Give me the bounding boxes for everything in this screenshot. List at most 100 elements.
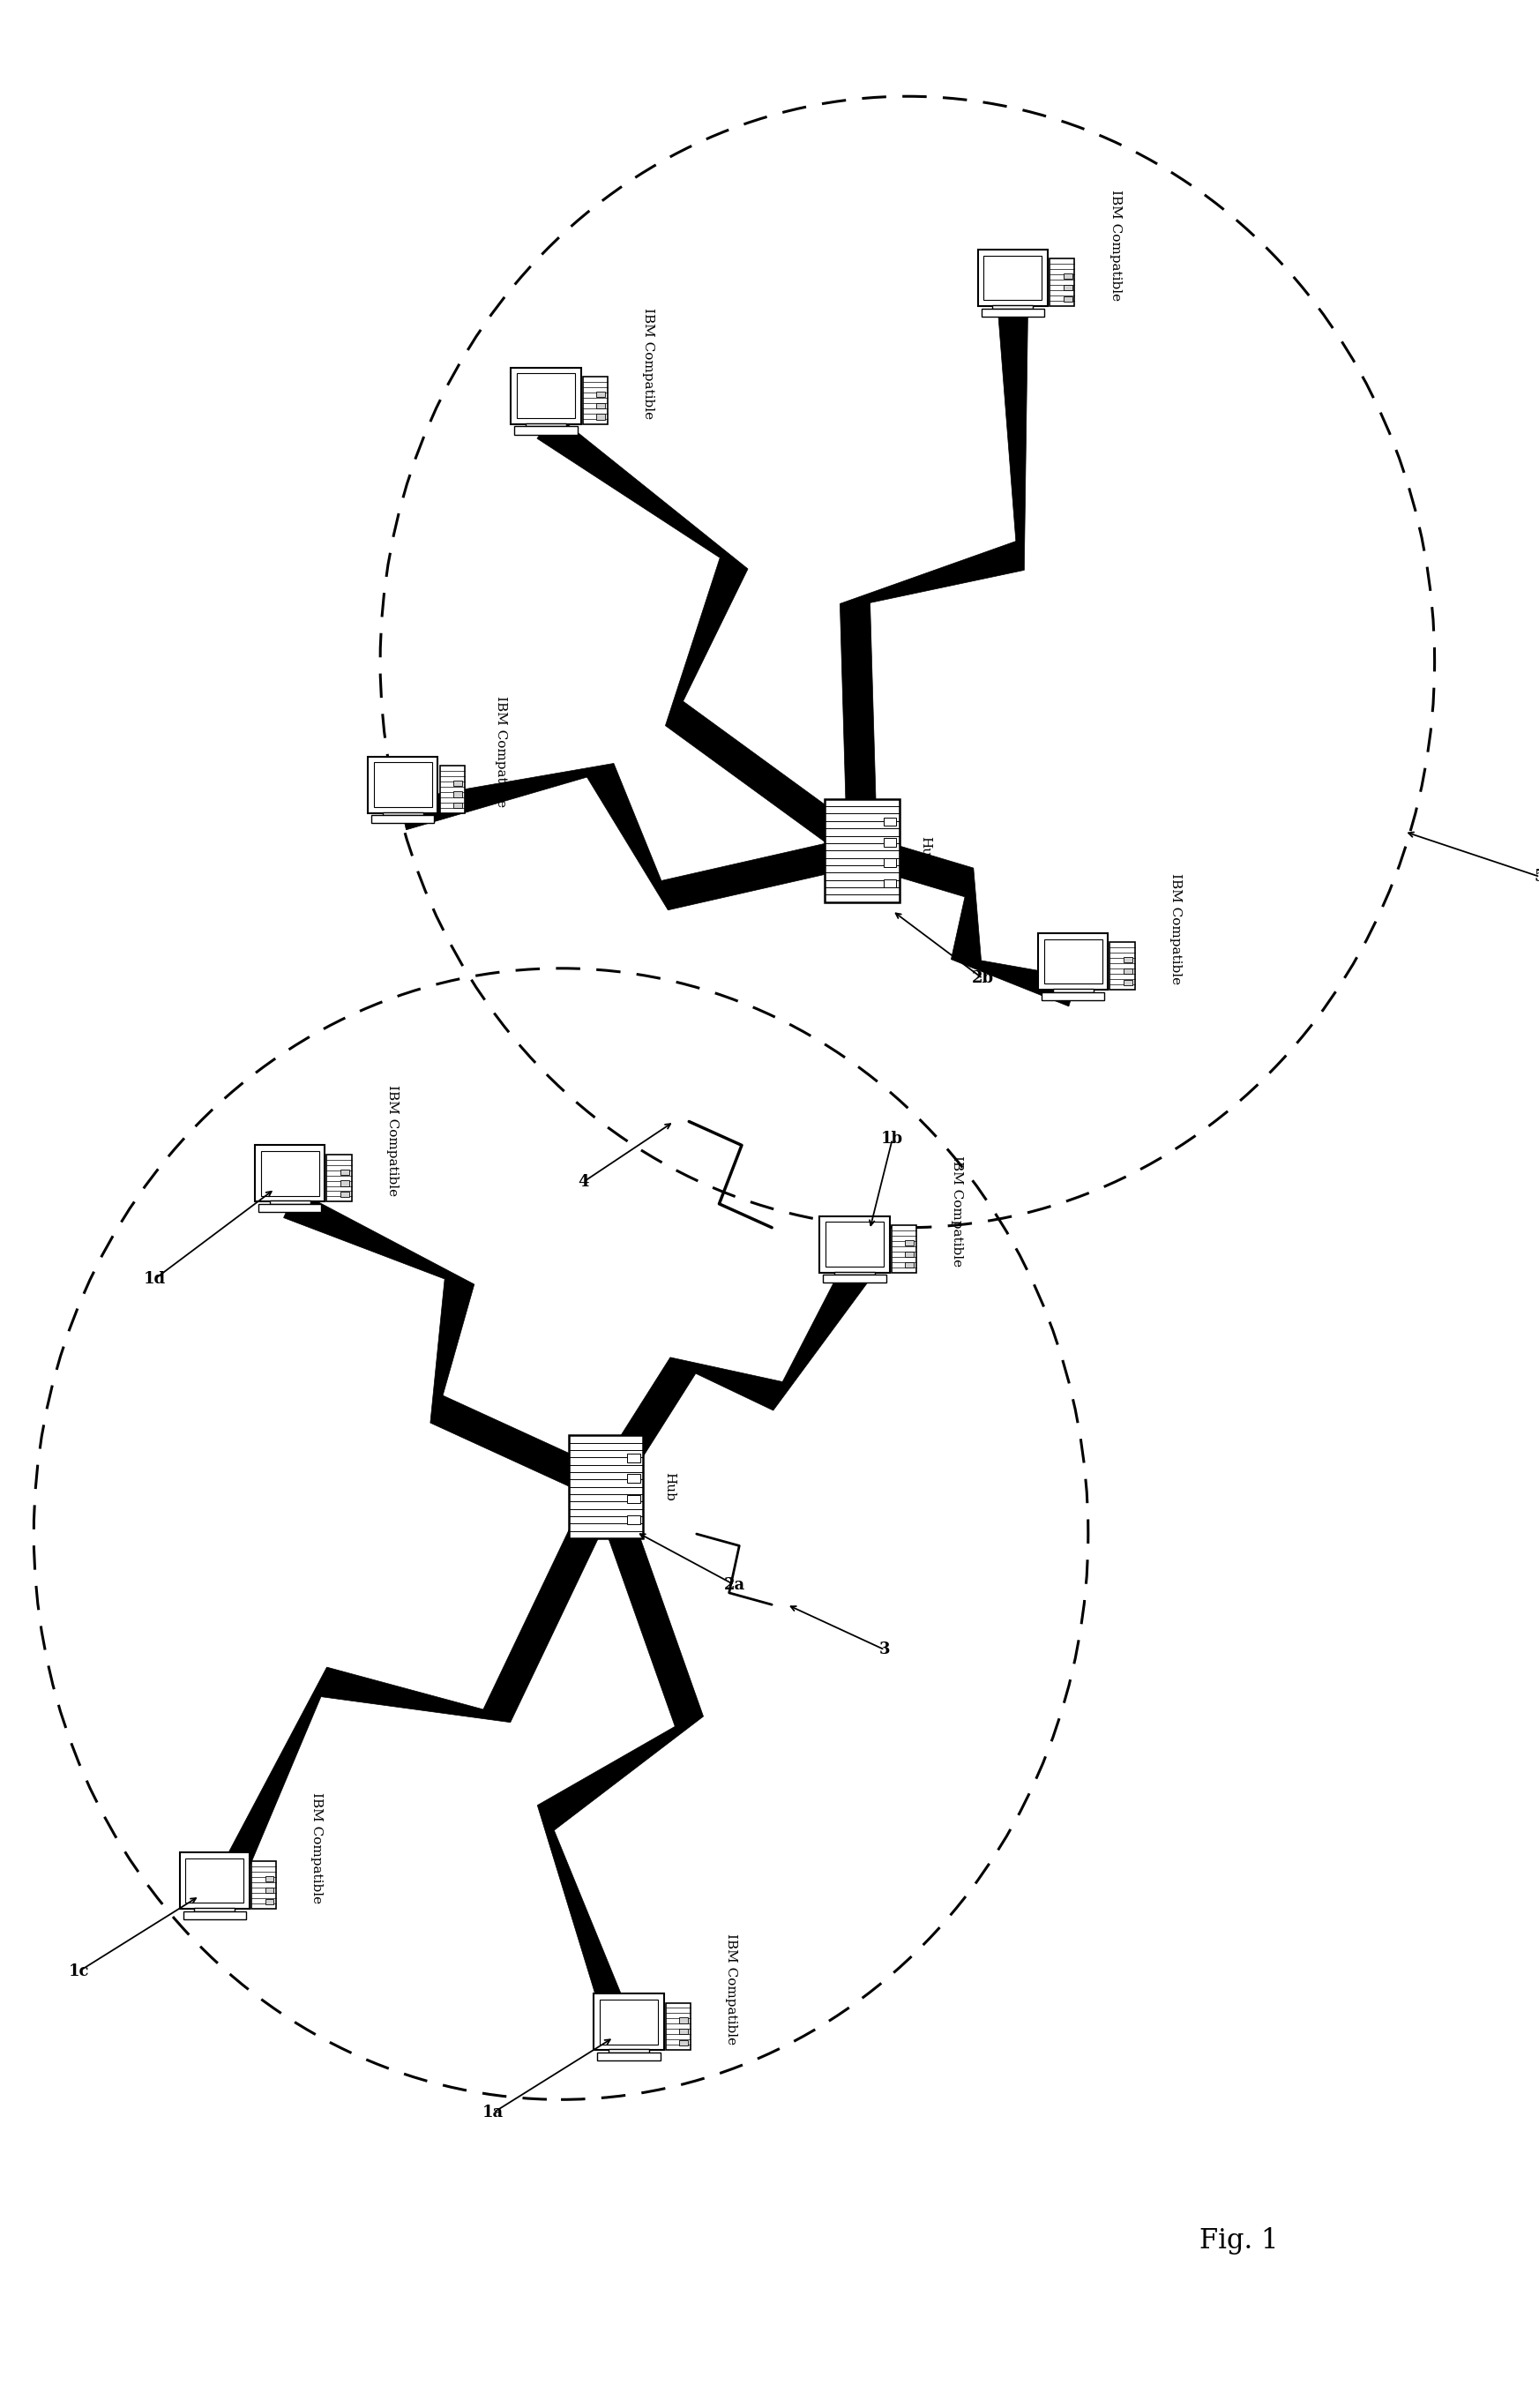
Text: 5: 5 bbox=[1534, 869, 1539, 884]
Polygon shape bbox=[400, 763, 865, 910]
Text: IBM Compatible: IBM Compatible bbox=[311, 1792, 323, 1902]
Bar bbox=[454, 802, 462, 809]
Bar bbox=[1123, 980, 1133, 985]
Bar bbox=[340, 1192, 349, 1197]
Polygon shape bbox=[537, 414, 871, 862]
Bar bbox=[883, 860, 896, 867]
Bar bbox=[883, 879, 896, 889]
Bar bbox=[1123, 968, 1133, 973]
Bar bbox=[185, 1859, 243, 1902]
Text: 2b: 2b bbox=[971, 970, 994, 987]
Bar bbox=[180, 1852, 249, 1910]
Bar bbox=[514, 426, 577, 433]
Bar bbox=[1043, 939, 1102, 985]
Bar bbox=[340, 1180, 349, 1185]
Bar bbox=[1039, 934, 1108, 990]
Bar bbox=[440, 766, 465, 814]
Bar bbox=[594, 1994, 663, 2049]
Bar bbox=[368, 756, 439, 814]
Bar bbox=[583, 376, 608, 424]
Text: Hub: Hub bbox=[919, 836, 931, 864]
Bar bbox=[628, 1474, 640, 1483]
Bar bbox=[383, 811, 423, 816]
Bar bbox=[983, 255, 1042, 301]
Bar bbox=[977, 250, 1048, 306]
Bar bbox=[1063, 275, 1073, 279]
Bar bbox=[597, 402, 605, 409]
Bar bbox=[526, 424, 566, 426]
Polygon shape bbox=[537, 1481, 703, 2056]
Bar bbox=[1050, 258, 1074, 306]
Text: IBM Compatible: IBM Compatible bbox=[1110, 190, 1122, 301]
Bar bbox=[265, 1888, 274, 1893]
Text: 2a: 2a bbox=[723, 1577, 745, 1592]
Bar bbox=[1063, 284, 1073, 291]
Text: IBM Compatible: IBM Compatible bbox=[494, 696, 506, 807]
Bar bbox=[1053, 990, 1093, 992]
Bar bbox=[665, 2003, 691, 2049]
Polygon shape bbox=[594, 1267, 868, 1495]
Bar bbox=[255, 1146, 325, 1202]
Text: IBM Compatible: IBM Compatible bbox=[725, 1934, 737, 2044]
Bar bbox=[259, 1204, 322, 1211]
Bar bbox=[569, 1435, 643, 1539]
Bar bbox=[269, 1202, 311, 1204]
Text: IBM Compatible: IBM Compatible bbox=[386, 1086, 399, 1197]
Bar bbox=[820, 1216, 890, 1271]
Bar bbox=[454, 780, 462, 785]
Text: IBM Compatible: IBM Compatible bbox=[642, 308, 654, 419]
Bar bbox=[183, 1912, 246, 1919]
Text: 3: 3 bbox=[879, 1642, 891, 1657]
Bar bbox=[825, 799, 899, 903]
Text: IBM Compatible: IBM Compatible bbox=[951, 1156, 963, 1267]
Bar bbox=[1110, 942, 1134, 990]
Bar bbox=[326, 1153, 351, 1202]
Bar bbox=[628, 1495, 640, 1503]
Bar bbox=[374, 763, 432, 807]
Bar bbox=[993, 306, 1033, 308]
Text: 1d: 1d bbox=[143, 1271, 165, 1288]
Bar bbox=[679, 2018, 688, 2023]
Bar bbox=[823, 1274, 886, 1283]
Bar bbox=[1123, 956, 1133, 963]
Bar bbox=[891, 1226, 916, 1271]
Bar bbox=[982, 308, 1045, 315]
Bar bbox=[1063, 296, 1073, 301]
Bar bbox=[883, 816, 896, 826]
Bar bbox=[340, 1170, 349, 1175]
Bar bbox=[260, 1151, 319, 1197]
Bar bbox=[511, 368, 580, 424]
Text: 1b: 1b bbox=[882, 1132, 903, 1146]
Bar bbox=[905, 1252, 914, 1257]
Polygon shape bbox=[202, 1481, 620, 1917]
Bar bbox=[600, 1999, 657, 2044]
Text: Fig. 1: Fig. 1 bbox=[1199, 2227, 1279, 2254]
Bar bbox=[194, 1907, 235, 1912]
Bar bbox=[454, 792, 462, 797]
Bar bbox=[597, 2052, 660, 2061]
Text: Hub: Hub bbox=[663, 1471, 676, 1500]
Text: IBM Compatible: IBM Compatible bbox=[1170, 874, 1182, 985]
Bar bbox=[251, 1861, 275, 1910]
Bar bbox=[883, 838, 896, 848]
Bar bbox=[371, 816, 434, 824]
Bar bbox=[597, 414, 605, 419]
Bar bbox=[265, 1876, 274, 1881]
Bar bbox=[597, 393, 605, 397]
Polygon shape bbox=[283, 1190, 613, 1500]
Bar bbox=[679, 2030, 688, 2035]
Bar bbox=[834, 1271, 876, 1274]
Bar bbox=[905, 1262, 914, 1269]
Bar bbox=[608, 2049, 649, 2052]
Bar bbox=[265, 1900, 274, 1905]
Text: 1a: 1a bbox=[483, 2105, 503, 2121]
Bar bbox=[679, 2040, 688, 2047]
Bar bbox=[905, 1240, 914, 1245]
Bar bbox=[628, 1454, 640, 1462]
Bar bbox=[1042, 992, 1105, 999]
Text: 1c: 1c bbox=[69, 1963, 89, 1979]
Text: 4: 4 bbox=[579, 1173, 589, 1190]
Bar bbox=[628, 1515, 640, 1524]
Polygon shape bbox=[840, 308, 1028, 850]
Polygon shape bbox=[857, 836, 1077, 1007]
